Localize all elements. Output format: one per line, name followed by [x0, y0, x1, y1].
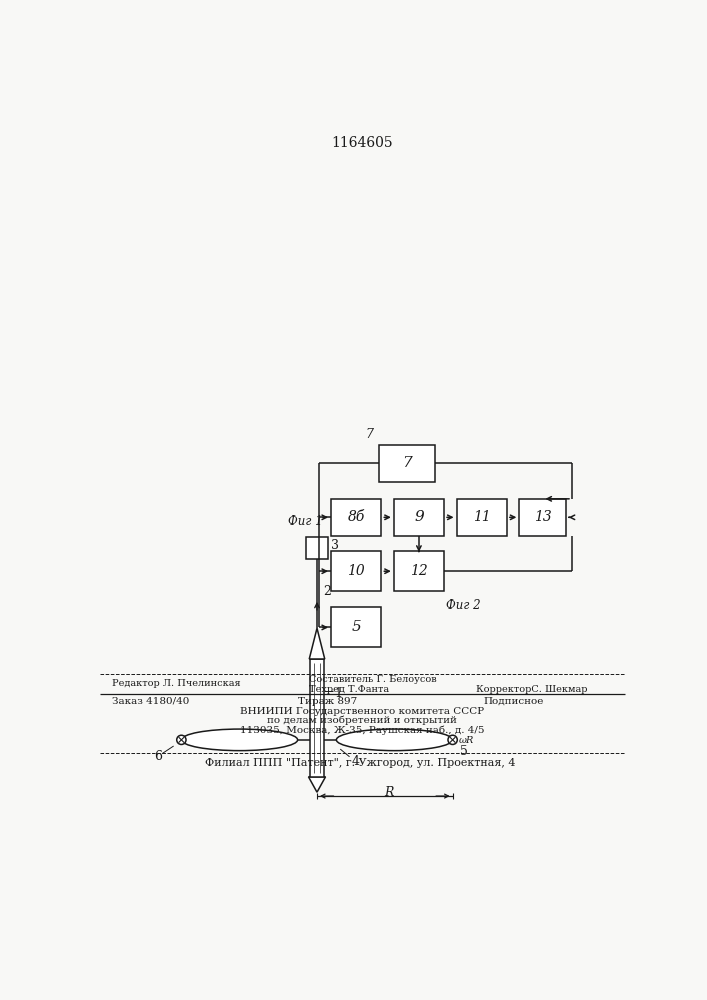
Circle shape	[177, 735, 186, 744]
Polygon shape	[308, 777, 325, 792]
Text: ВНИИПИ Государственного комитета СССР: ВНИИПИ Государственного комитета СССР	[240, 707, 484, 716]
Polygon shape	[309, 628, 325, 659]
Text: 12: 12	[410, 564, 428, 578]
Text: Редактор Л. Пчелинская: Редактор Л. Пчелинская	[112, 679, 240, 688]
Bar	[394, 551, 444, 591]
Bar	[306, 537, 328, 559]
Text: Заказ 4180/40: Заказ 4180/40	[112, 697, 189, 706]
Text: R: R	[384, 786, 393, 799]
Ellipse shape	[182, 729, 298, 751]
Bar	[519, 499, 566, 536]
Bar	[331, 499, 381, 536]
Bar	[331, 607, 381, 647]
Bar	[394, 499, 444, 536]
Text: 11: 11	[473, 510, 491, 524]
Text: 3: 3	[331, 539, 339, 552]
Text: по делам изобретений и открытий: по делам изобретений и открытий	[267, 716, 457, 725]
Bar	[457, 499, 507, 536]
Text: 7: 7	[402, 456, 411, 470]
Text: Составитель Г. Белоусов: Составитель Г. Белоусов	[309, 675, 437, 684]
Text: 6: 6	[154, 750, 162, 763]
Bar	[331, 551, 381, 591]
Bar	[310, 659, 324, 777]
Ellipse shape	[337, 729, 452, 751]
Text: ωR: ωR	[459, 736, 474, 745]
Text: Фиг 1: Фиг 1	[288, 515, 322, 528]
Text: 7: 7	[366, 428, 374, 441]
Bar	[379, 445, 435, 482]
Text: 2: 2	[323, 585, 331, 598]
Text: 9: 9	[414, 510, 423, 524]
Text: Тираж 897: Тираж 897	[298, 697, 357, 706]
Text: 5: 5	[351, 620, 361, 634]
Text: 5: 5	[460, 745, 468, 758]
Text: Подписное: Подписное	[484, 697, 544, 706]
Text: 4: 4	[352, 755, 360, 768]
Circle shape	[448, 735, 457, 744]
Text: 13: 13	[534, 510, 551, 524]
Text: 8б: 8б	[347, 510, 365, 524]
Text: 1164605: 1164605	[331, 136, 393, 150]
Text: 113035, Москва, Ж-35, Раушская наб., д. 4/5: 113035, Москва, Ж-35, Раушская наб., д. …	[240, 725, 484, 735]
Text: 1: 1	[334, 687, 342, 700]
Text: Филиал ППП "Патент", г. Ужгород, ул. Проектная, 4: Филиал ППП "Патент", г. Ужгород, ул. Про…	[204, 758, 515, 768]
Text: Техред Т.Фанта: Техред Т.Фанта	[309, 685, 390, 694]
Text: КорректорС. Шекмар: КорректорС. Шекмар	[476, 685, 588, 694]
Text: Фиг 2: Фиг 2	[446, 599, 481, 612]
Text: 10: 10	[347, 564, 365, 578]
